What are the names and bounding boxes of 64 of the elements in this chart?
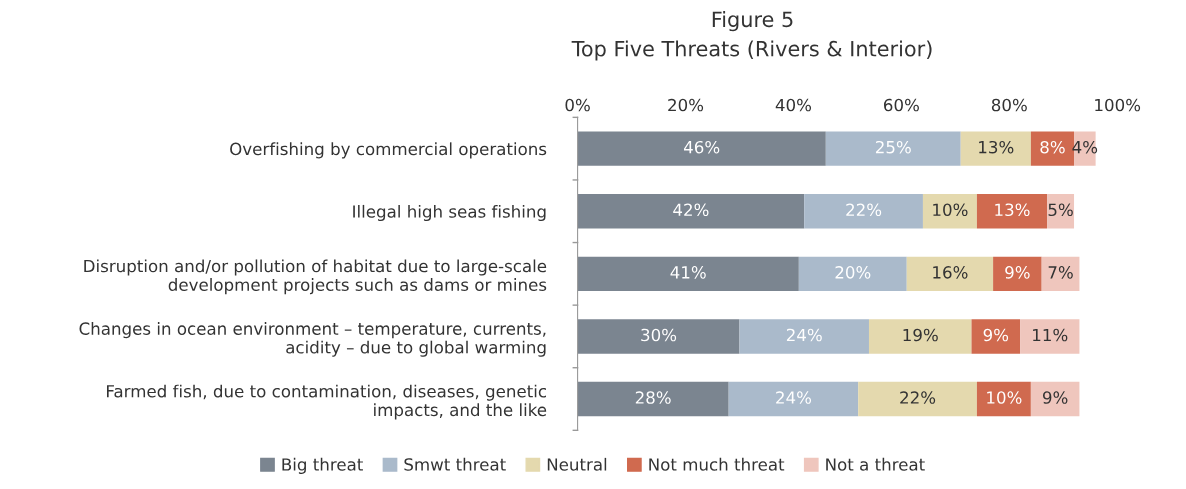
- legend-label: Smwt threat: [404, 457, 506, 471]
- chart-title: Figure 5: [712, 11, 793, 32]
- bar: [976, 381, 1031, 417]
- bar: [825, 131, 961, 166]
- bar: [577, 131, 826, 166]
- data-label: 42%: [673, 203, 709, 217]
- legend-label: Big threat: [282, 457, 363, 474]
- data-label: 10%: [933, 203, 968, 217]
- bar: [577, 381, 729, 417]
- data-label: 13%: [979, 140, 1014, 154]
- bar: [577, 256, 799, 292]
- bar: [739, 319, 869, 354]
- chart-subtitle: Top Five Threats (Rivers & Interior): [571, 40, 932, 61]
- data-label: 7%: [1048, 266, 1073, 279]
- data-label: 19%: [903, 328, 938, 342]
- bar: [577, 319, 740, 354]
- data-label: 25%: [875, 140, 911, 154]
- data-label: 13%: [995, 203, 1030, 217]
- x-tick-label: 100%: [1095, 98, 1141, 112]
- bar: [1041, 256, 1080, 292]
- bar: [728, 381, 859, 417]
- bar: [858, 381, 977, 417]
- y-tick-label: Farmed fish, due to contamination, diseases, genetic impacts, and the like: [107, 384, 547, 420]
- x-tick-label: 20%: [668, 98, 704, 112]
- x-tick-label: 60%: [884, 98, 919, 112]
- bar: [577, 194, 805, 229]
- x-tick-label: 80%: [991, 98, 1027, 112]
- x-tick-label: 40%: [775, 98, 812, 112]
- data-label: 5%: [1048, 203, 1073, 217]
- bar: [906, 256, 994, 292]
- y-tick-label: Changes in ocean environment – temperature, currents, acidity – due to global warming: [79, 322, 546, 357]
- bar: [971, 319, 1021, 354]
- data-label: 41%: [670, 266, 706, 279]
- y-tick-label: Illegal high seas fishing: [353, 204, 546, 222]
- bar: [798, 256, 907, 292]
- x-tick-label: 0%: [565, 98, 590, 112]
- data-label: 22%: [900, 391, 936, 404]
- data-label: 28%: [635, 391, 671, 404]
- bar: [993, 256, 1042, 292]
- data-label: 30%: [641, 328, 677, 342]
- data-label: 16%: [933, 266, 968, 279]
- data-label: 46%: [683, 140, 720, 154]
- data-label: 9%: [1042, 391, 1068, 404]
- legend-label: Neutral: [547, 457, 607, 471]
- bar: [1030, 381, 1080, 417]
- bar: [960, 131, 1031, 166]
- data-label: 22%: [846, 203, 882, 217]
- legend-label: Not much threat: [649, 457, 785, 471]
- data-label: 8%: [1040, 140, 1065, 154]
- data-label: 20%: [835, 266, 871, 279]
- y-tick-label: Disruption and/or pollution of habitat due to large-scale development projects such as dams or mines: [84, 259, 547, 295]
- bar: [1020, 319, 1080, 354]
- data-label: 24%: [786, 328, 822, 342]
- bar: [922, 194, 977, 229]
- bar: [868, 319, 972, 354]
- data-label: 9%: [983, 328, 1009, 342]
- data-label: 11%: [1033, 328, 1068, 342]
- data-label: 10%: [987, 391, 1022, 404]
- bar: [976, 194, 1048, 229]
- data-label: 24%: [776, 391, 812, 404]
- legend-label: Not a threat: [826, 457, 925, 471]
- data-label: 9%: [1005, 266, 1030, 279]
- y-tick-label: Overfishing by commercial operations: [230, 142, 547, 159]
- bar: [804, 194, 923, 229]
